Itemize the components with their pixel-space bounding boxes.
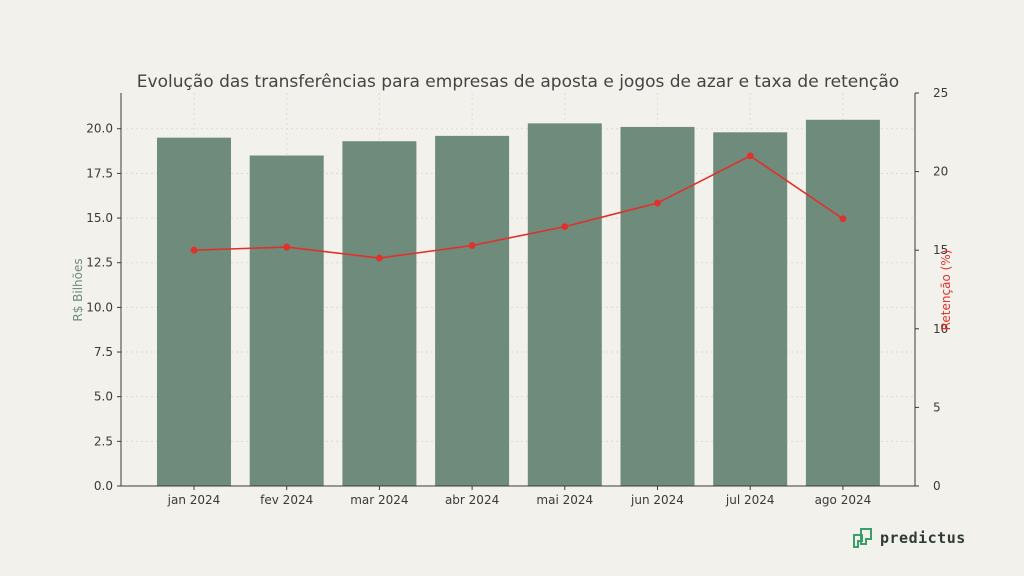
- x-tick-label: jan 2024: [167, 493, 221, 507]
- retention-point-jun-2024: [654, 199, 661, 207]
- y-tick-label: 10.0: [86, 300, 113, 314]
- y2-tick-label: 25: [933, 86, 948, 100]
- x-tick-label: jun 2024: [630, 493, 684, 507]
- line-series: [190, 152, 847, 262]
- y-axis-title: R$ Bilhões: [71, 258, 85, 321]
- chart-title: Evolução das transferências para empresa…: [137, 72, 899, 92]
- retention-point-mar-2024: [376, 254, 383, 262]
- predictus-logo-icon: [853, 528, 872, 548]
- y-tick-label: 7.5: [94, 345, 113, 359]
- y2-tick-label: 15: [933, 243, 948, 257]
- bar-abr-2024: [435, 135, 510, 486]
- x-tick-label: jul 2024: [725, 493, 775, 507]
- grid: [121, 93, 915, 487]
- axes: 0.0 2.5 5.0 7.5 10.0 12.5 15.0 17.5 20.0 0 5 10 15 20…: [86, 86, 948, 507]
- retention-point-abr-2024: [468, 242, 476, 249]
- bar-jun-2024: [620, 126, 695, 486]
- y-tick-label: 5.0: [94, 390, 113, 404]
- bar-ago-2024: [805, 119, 880, 486]
- x-tick-label: fev 2024: [260, 493, 313, 507]
- retention-point-jan-2024: [190, 246, 198, 254]
- x-tick-label: mai 2024: [536, 493, 593, 507]
- y-tick-label: 12.5: [86, 256, 113, 270]
- y2-tick-label: 5: [933, 400, 941, 414]
- y-tick-label: 2.5: [94, 434, 113, 448]
- bar-jan-2024: [157, 137, 231, 486]
- y2-axis-title: Retenção (%): [939, 250, 953, 331]
- retention-point-fev-2024: [283, 243, 291, 251]
- bar-mai-2024: [527, 123, 602, 487]
- y2-tick-label: 10: [933, 322, 948, 336]
- y-tick-label: 17.5: [86, 166, 113, 180]
- bar-fev-2024: [249, 155, 324, 487]
- bar-series: [157, 119, 880, 487]
- x-tick-label: abr 2024: [445, 493, 499, 507]
- y2-tick-label: 20: [933, 165, 948, 179]
- retention-point-jul-2024: [746, 152, 754, 160]
- retention-point-ago-2024: [839, 215, 847, 223]
- y-tick-label: 15.0: [86, 211, 113, 225]
- y2-tick-label: 0: [933, 479, 941, 493]
- x-tick-label: ago 2024: [815, 493, 872, 507]
- bar-jul-2024: [713, 132, 788, 487]
- retention-line: [193, 154, 844, 259]
- brand-logo: predictus: [852, 527, 966, 549]
- y-tick-label: 20.0: [86, 122, 113, 136]
- retention-point-mai-2024: [561, 223, 569, 231]
- y-tick-label: 0.0: [94, 479, 113, 493]
- brand-name: predictus: [880, 529, 966, 547]
- bar-mar-2024: [342, 141, 417, 486]
- x-tick-label: mar 2024: [350, 493, 408, 507]
